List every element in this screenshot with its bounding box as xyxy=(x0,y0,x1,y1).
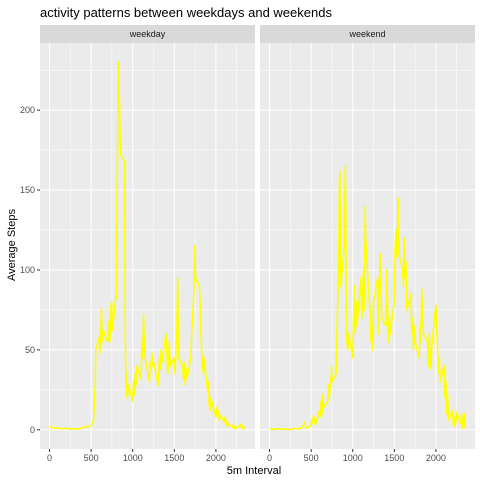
series-line-weekend xyxy=(269,165,467,431)
x-axis-title: 5m Interval xyxy=(227,465,281,477)
x-tick-label: 1500 xyxy=(164,453,184,463)
x-tick-label: 2000 xyxy=(426,453,446,463)
y-axis-title: Average Steps xyxy=(6,209,18,281)
chart-title: activity patterns between weekdays and w… xyxy=(40,5,332,20)
x-tick-label: 1500 xyxy=(384,453,404,463)
x-tick-label: 500 xyxy=(84,453,99,463)
facet-panel-weekday: weekday 0 500 1000 1500 2000 0 50 100 150 200 xyxy=(20,25,255,463)
series-line-weekday xyxy=(49,61,247,431)
x-tick-label: 0 xyxy=(267,453,272,463)
y-tick-label: 150 xyxy=(20,185,35,195)
x-tick-label: 1000 xyxy=(123,453,143,463)
facet-strip-label: weekday xyxy=(129,29,166,39)
plot-panel xyxy=(260,43,475,449)
facet-strip xyxy=(40,25,255,43)
x-tick-label: 2000 xyxy=(206,453,226,463)
facet-panel-weekend: weekend 0 500 1000 1500 2000 xyxy=(260,25,475,463)
x-tick-label: 500 xyxy=(304,453,319,463)
x-tick-label: 1000 xyxy=(343,453,363,463)
y-tick-label: 200 xyxy=(20,105,35,115)
facet-strip-label: weekend xyxy=(348,29,385,39)
x-tick-label: 0 xyxy=(47,453,52,463)
y-tick-label: 0 xyxy=(30,425,35,435)
y-tick-label: 50 xyxy=(25,345,35,355)
y-tick-label: 100 xyxy=(20,265,35,275)
facet-strip xyxy=(260,25,475,43)
facet-panels: weekday 0 500 1000 1500 2000 0 50 100 150 200 weeke… xyxy=(20,25,475,463)
plot-panel xyxy=(40,43,255,449)
